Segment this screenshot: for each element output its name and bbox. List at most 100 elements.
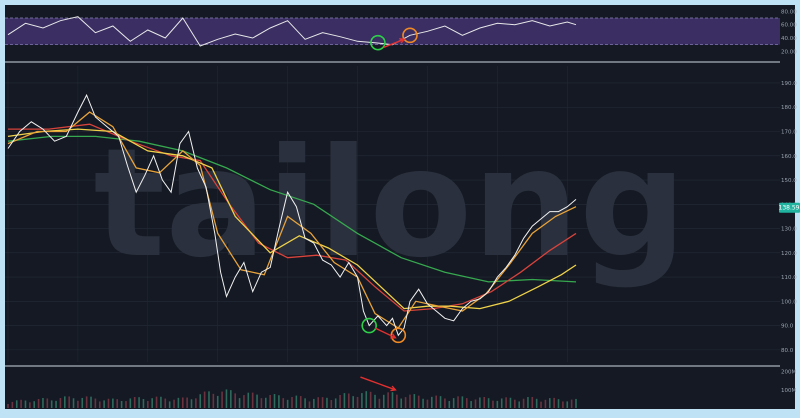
volume-bar xyxy=(230,390,232,408)
volume-bar xyxy=(103,400,105,408)
volume-bar xyxy=(558,399,560,408)
volume-bar xyxy=(173,400,175,408)
volume-bar xyxy=(234,393,236,408)
volume-bar xyxy=(261,398,263,408)
volume-bar xyxy=(147,401,149,408)
volume-bar xyxy=(523,399,525,408)
volume-bar xyxy=(352,396,354,408)
volume-bar xyxy=(335,398,337,408)
volume-bar xyxy=(130,398,132,408)
volume-bar xyxy=(73,398,75,408)
volume-bar xyxy=(226,389,228,408)
volume-bar xyxy=(387,392,389,408)
volume-bar xyxy=(204,392,206,408)
volume-bar xyxy=(448,401,450,408)
price-tick-label: 100.0 xyxy=(781,299,797,305)
rsi-band xyxy=(5,18,780,45)
volume-bar xyxy=(112,399,114,408)
volume-bar xyxy=(95,399,97,408)
volume-bar xyxy=(501,398,503,408)
volume-bar xyxy=(497,401,499,408)
volume-bar xyxy=(475,399,477,408)
volume-bar xyxy=(365,391,367,408)
volume-bar xyxy=(182,397,184,408)
price-tick-label: 150.0 xyxy=(781,178,797,184)
volume-bar xyxy=(38,399,40,408)
price-tick-label: 80.0 xyxy=(781,348,794,354)
volume-bar xyxy=(392,392,394,408)
volume-bar xyxy=(16,400,18,408)
volume-bar xyxy=(331,400,333,408)
volume-bar xyxy=(186,397,188,408)
volume-bar xyxy=(68,396,70,408)
volume-bar xyxy=(116,399,118,408)
volume-bar xyxy=(344,393,346,408)
price-tick-label: 190.0 xyxy=(781,81,797,87)
volume-bar xyxy=(409,395,411,408)
volume-bar xyxy=(453,398,455,408)
volume-bar xyxy=(479,397,481,408)
volume-bar xyxy=(540,402,542,408)
volume-bar xyxy=(444,398,446,408)
volume-bar xyxy=(575,399,577,408)
price-tick-label: 110.0 xyxy=(781,275,797,281)
volume-bar xyxy=(518,401,520,408)
volume-bar xyxy=(536,399,538,408)
volume-bar xyxy=(51,400,53,408)
volume-bar xyxy=(422,399,424,408)
volume-bar xyxy=(195,398,197,408)
volume-bar xyxy=(431,397,433,408)
volume-bar xyxy=(326,398,328,408)
volume-bar xyxy=(405,397,407,408)
rsi-tick-label: 60.00 xyxy=(781,23,797,29)
volume-bar xyxy=(562,401,564,408)
volume-bar xyxy=(304,398,306,408)
volume-bar xyxy=(339,395,341,408)
volume-bar xyxy=(60,398,62,408)
volume-bar xyxy=(396,395,398,408)
volume-bar xyxy=(571,400,573,408)
volume-bar xyxy=(178,398,180,408)
volume-bar xyxy=(252,393,254,408)
volume-bar xyxy=(208,391,210,408)
volume-bar xyxy=(20,400,22,408)
volume-bar xyxy=(440,396,442,408)
volume-bar xyxy=(256,395,258,408)
volume-bar xyxy=(143,399,145,408)
volume-tick-label: 200M xyxy=(781,370,796,376)
volume-bar xyxy=(553,398,555,408)
volume-bar xyxy=(64,396,66,408)
volume-bar xyxy=(243,395,245,408)
volume-bar xyxy=(42,398,44,408)
volume-bar xyxy=(287,400,289,408)
volume-bar xyxy=(470,401,472,408)
volume-bar xyxy=(151,398,153,408)
volume-bar xyxy=(25,401,27,408)
volume-bar xyxy=(160,397,162,408)
volume-bar xyxy=(505,397,507,408)
watermark: tailong xyxy=(94,117,687,291)
volume-bar xyxy=(199,394,201,408)
rsi-tick-label: 40.00 xyxy=(781,36,797,42)
volume-bar xyxy=(457,396,459,408)
volume-bar xyxy=(7,404,9,408)
volume-bar xyxy=(566,401,568,408)
volume-bar xyxy=(510,398,512,408)
volume-bar xyxy=(370,392,372,408)
volume-bar xyxy=(90,397,92,408)
volume-bar xyxy=(81,398,83,408)
volume-bar xyxy=(269,395,271,408)
volume-bar xyxy=(322,397,324,408)
volume-bar xyxy=(169,401,171,408)
volume-bar xyxy=(435,396,437,408)
volume-bar xyxy=(134,397,136,408)
volume-bar xyxy=(379,399,381,408)
volume-bar xyxy=(400,399,402,408)
volume-bar xyxy=(86,396,88,408)
price-tick-label: 90.0 xyxy=(781,324,794,330)
volume-bar xyxy=(514,400,516,408)
price-tick-label: 160.0 xyxy=(781,154,797,160)
volume-bar xyxy=(418,396,420,408)
volume-bar xyxy=(492,401,494,408)
